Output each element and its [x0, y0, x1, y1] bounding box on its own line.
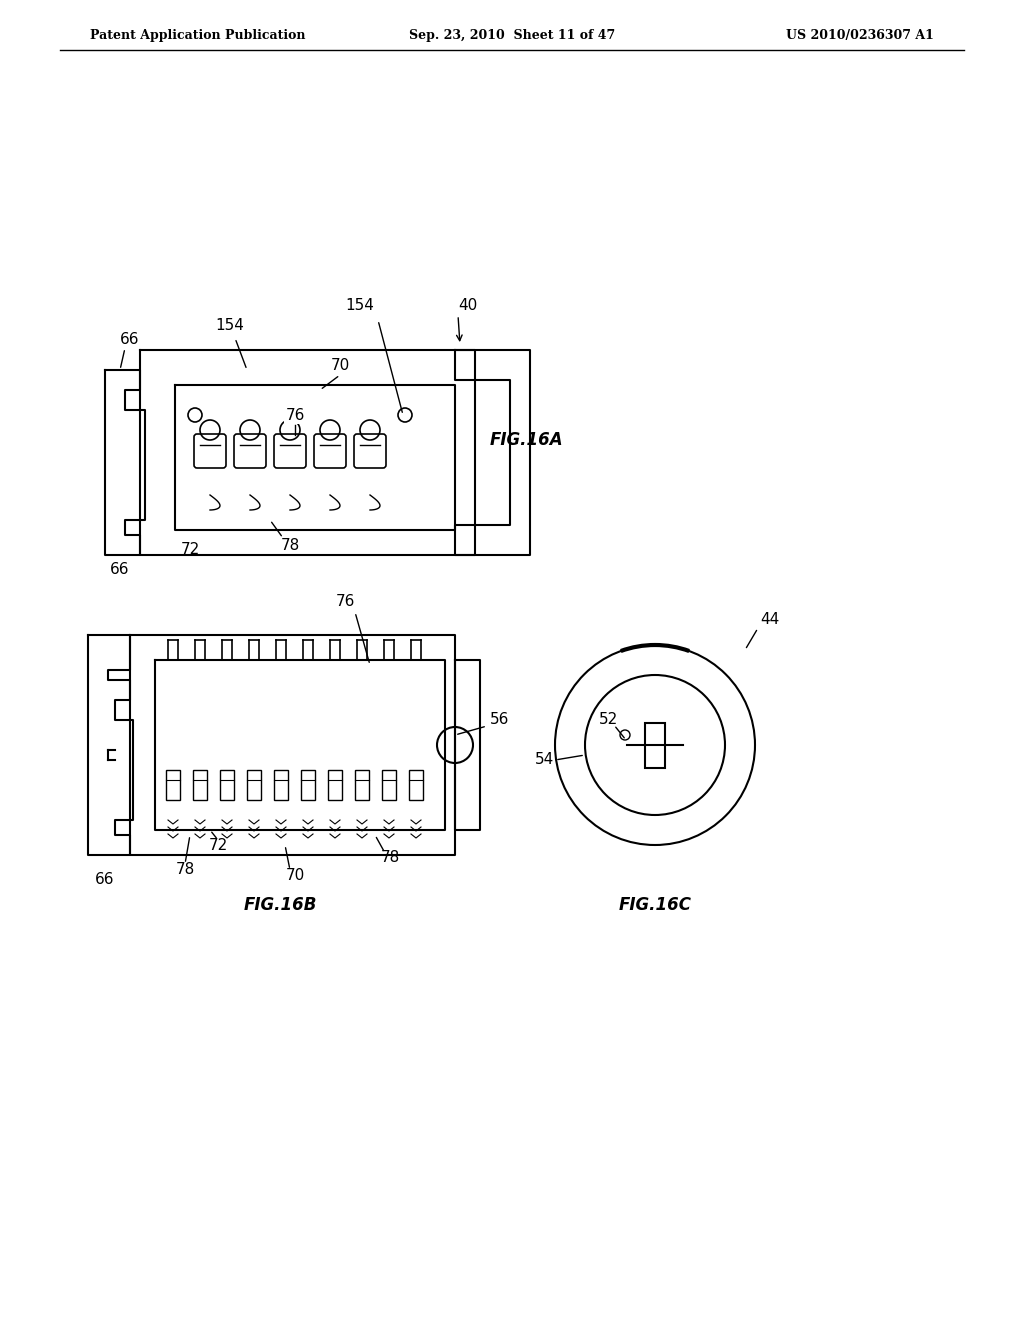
Text: 154: 154 [216, 318, 245, 333]
Text: 78: 78 [380, 850, 399, 866]
Text: 56: 56 [490, 713, 509, 727]
Text: Sep. 23, 2010  Sheet 11 of 47: Sep. 23, 2010 Sheet 11 of 47 [409, 29, 615, 41]
Text: FIG.16B: FIG.16B [244, 896, 316, 913]
Text: 76: 76 [286, 408, 305, 422]
Text: 70: 70 [286, 867, 304, 883]
Bar [301, 770, 315, 800]
Text: 66: 66 [120, 333, 139, 347]
Text: 72: 72 [208, 837, 227, 853]
Text: 154: 154 [345, 297, 375, 313]
Bar [220, 770, 234, 800]
Bar [409, 770, 423, 800]
Bar [645, 722, 665, 767]
Text: 72: 72 [180, 543, 200, 557]
Bar [166, 770, 180, 800]
Text: Patent Application Publication: Patent Application Publication [90, 29, 305, 41]
Text: 66: 66 [95, 873, 115, 887]
Bar [328, 770, 342, 800]
Text: 44: 44 [760, 612, 779, 627]
Text: 54: 54 [536, 752, 555, 767]
Bar [382, 770, 396, 800]
Text: US 2010/0236307 A1: US 2010/0236307 A1 [786, 29, 934, 41]
Bar [193, 770, 207, 800]
Text: 76: 76 [335, 594, 354, 610]
Text: 52: 52 [598, 713, 617, 727]
Text: 70: 70 [331, 358, 349, 372]
Text: 78: 78 [175, 862, 195, 878]
Text: 66: 66 [111, 562, 130, 578]
Bar [355, 770, 369, 800]
Text: FIG.16C: FIG.16C [618, 896, 691, 913]
Text: 40: 40 [459, 297, 477, 313]
Bar [247, 770, 261, 800]
Bar [274, 770, 288, 800]
Text: 78: 78 [281, 537, 300, 553]
Text: FIG.16A: FIG.16A [490, 432, 563, 449]
